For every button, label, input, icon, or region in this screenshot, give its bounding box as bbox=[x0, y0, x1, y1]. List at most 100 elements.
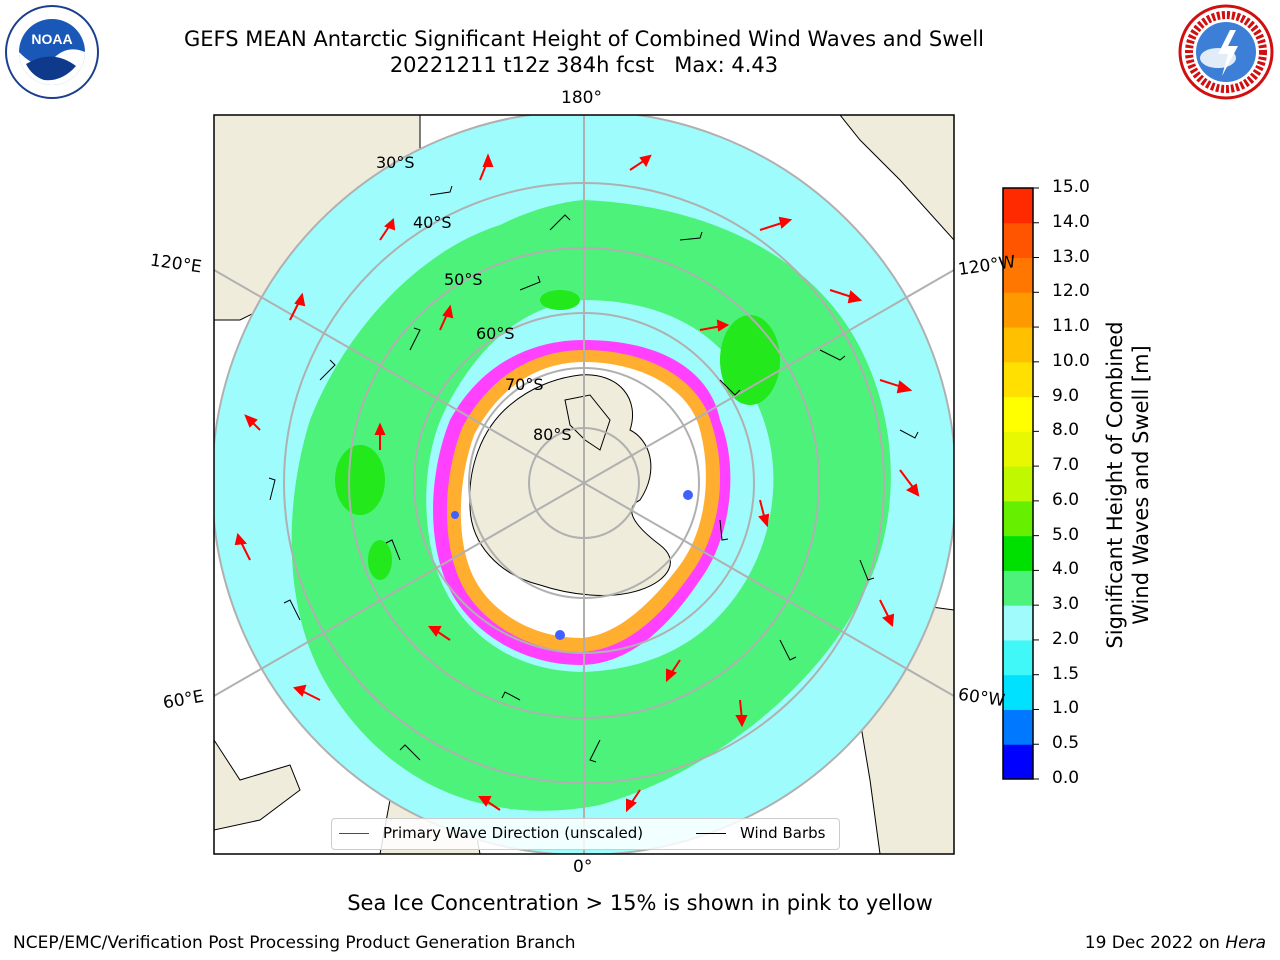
wind-barb bbox=[859, 559, 875, 581]
colorbar-tick-label: 6.0 bbox=[1052, 489, 1080, 510]
wave-max-patch-sw bbox=[368, 540, 392, 580]
wind-barb bbox=[819, 349, 846, 361]
africa-south-land bbox=[214, 739, 301, 831]
colorbar-tick-label: 14.0 bbox=[1052, 211, 1090, 232]
wave-arrow bbox=[292, 684, 321, 701]
wave-arrow bbox=[699, 319, 730, 332]
colorbar-segment bbox=[1003, 744, 1033, 780]
legend-label-wind-barbs: Wind Barbs bbox=[740, 824, 826, 842]
colorbar-tick-label: 2.0 bbox=[1052, 628, 1080, 649]
legend-swatch-black-line bbox=[696, 832, 726, 834]
wave-arrow bbox=[479, 153, 494, 181]
wave-arrow bbox=[379, 218, 396, 241]
wave-arrows bbox=[234, 153, 920, 813]
wind-barb bbox=[268, 477, 276, 501]
colorbar-tick-label: 15.0 bbox=[1052, 177, 1090, 197]
wind-barb bbox=[899, 429, 919, 439]
wave-arrow bbox=[439, 304, 454, 331]
wave-arrow bbox=[428, 626, 451, 641]
colorbar-segment bbox=[1003, 674, 1033, 710]
colorbar bbox=[1003, 188, 1033, 780]
corner-land-ne bbox=[839, 115, 954, 241]
wind-barb bbox=[501, 691, 521, 701]
wave-arrow bbox=[234, 532, 251, 561]
wind-barb bbox=[409, 327, 421, 351]
wave-arrow bbox=[374, 422, 386, 450]
colorbar-segment bbox=[1003, 535, 1033, 571]
colorbar-tick-label: 10.0 bbox=[1052, 350, 1090, 371]
colorbar-segment bbox=[1003, 466, 1033, 502]
antarctic-ice-shelf bbox=[564, 394, 611, 451]
sea-ice-blue-spot-3 bbox=[451, 511, 459, 519]
colorbar-tick-label: 1.0 bbox=[1052, 698, 1080, 719]
wave-arrow bbox=[758, 499, 770, 528]
wave-arrow bbox=[879, 599, 895, 628]
colorbar-segment bbox=[1003, 639, 1033, 676]
wave-arrow bbox=[759, 216, 793, 231]
wave-arrow bbox=[626, 789, 641, 813]
wave-arrow bbox=[289, 292, 306, 321]
lat-label-50s: 50°S bbox=[444, 270, 483, 289]
colorbar-segment bbox=[1003, 222, 1033, 259]
map-legend: Primary Wave Direction (unscaled) Wind B… bbox=[331, 818, 840, 850]
lat-label-80s: 80°S bbox=[533, 425, 572, 444]
wave-arrow bbox=[478, 796, 501, 811]
colorbar-label-line2: Wind Waves and Swell [m] bbox=[1129, 345, 1153, 625]
noaa-logo-text: NOAA bbox=[31, 31, 72, 47]
colorbar-segment bbox=[1003, 500, 1033, 537]
colorbar-tick-label: 7.0 bbox=[1052, 455, 1080, 476]
colorbar-segment bbox=[1003, 257, 1033, 293]
colorbar-segment bbox=[1003, 570, 1033, 606]
wave-arrow bbox=[666, 659, 681, 683]
lat-label-60s: 60°S bbox=[476, 324, 515, 343]
wave-arrow bbox=[829, 289, 863, 304]
colorbar-tick-label: 13.0 bbox=[1052, 246, 1090, 267]
legend-item-wave-direction: Primary Wave Direction (unscaled) bbox=[339, 824, 643, 842]
footer-credit: NCEP/EMC/Verification Post Processing Pr… bbox=[13, 933, 576, 953]
wind-barb bbox=[283, 599, 301, 621]
graticule bbox=[214, 115, 954, 854]
colorbar-segment bbox=[1003, 188, 1033, 224]
wind-barb bbox=[519, 275, 541, 291]
colorbar-tick-label: 4.0 bbox=[1052, 559, 1080, 580]
footer-host: Hera bbox=[1225, 933, 1266, 953]
wind-barb bbox=[429, 185, 453, 196]
lat-label-70s: 70°S bbox=[505, 375, 544, 394]
lat-label-30s: 30°S bbox=[376, 153, 415, 172]
colorbar-frame bbox=[1002, 187, 1034, 780]
wind-barbs bbox=[268, 185, 919, 763]
wave-arrow bbox=[244, 414, 261, 431]
footer-date-text: 19 Dec 2022 on bbox=[1084, 933, 1226, 953]
footer-date: 19 Dec 2022 on Hera bbox=[1085, 933, 1266, 953]
legend-item-wind-barbs: Wind Barbs bbox=[696, 824, 825, 842]
colorbar-segment bbox=[1003, 396, 1033, 432]
wind-barb bbox=[679, 231, 703, 241]
chart-title: GEFS MEAN Antarctic Significant Height o… bbox=[183, 27, 985, 51]
chart-subtitle: 20221211 t12z 384h fcst Max: 4.43 bbox=[389, 53, 779, 77]
wind-barb bbox=[549, 214, 571, 231]
colorbar-tick-label: 5.0 bbox=[1052, 524, 1080, 545]
colorbar-tick-label: 0.5 bbox=[1052, 733, 1080, 754]
sea-ice-blue-spot-1 bbox=[555, 630, 565, 640]
wave-max-patch-east bbox=[720, 315, 780, 405]
wind-barb bbox=[589, 739, 601, 763]
colorbar-segment bbox=[1003, 605, 1033, 641]
wave-arrow bbox=[735, 699, 748, 728]
map-frame bbox=[213, 114, 955, 855]
sea-ice-caption: Sea Ice Concentration > 15% is shown in … bbox=[347, 891, 933, 915]
wave-max-patch-north bbox=[540, 290, 580, 310]
nws-logo bbox=[1178, 4, 1274, 100]
lat-label-40s: 40°S bbox=[413, 213, 452, 232]
legend-label-wave-direction: Primary Wave Direction (unscaled) bbox=[383, 824, 644, 842]
colorbar-tick-label: 3.0 bbox=[1052, 594, 1080, 615]
wave-arrow bbox=[879, 379, 913, 394]
wind-barb bbox=[385, 539, 401, 561]
antarctica-land bbox=[469, 374, 671, 596]
wave-arrow bbox=[629, 154, 652, 171]
wind-barb bbox=[779, 639, 797, 661]
wind-barb bbox=[319, 359, 336, 381]
colorbar-segment bbox=[1003, 361, 1033, 398]
colorbar-tick-label: 12.0 bbox=[1052, 281, 1090, 302]
colorbar-tick-label: 8.0 bbox=[1052, 420, 1080, 441]
